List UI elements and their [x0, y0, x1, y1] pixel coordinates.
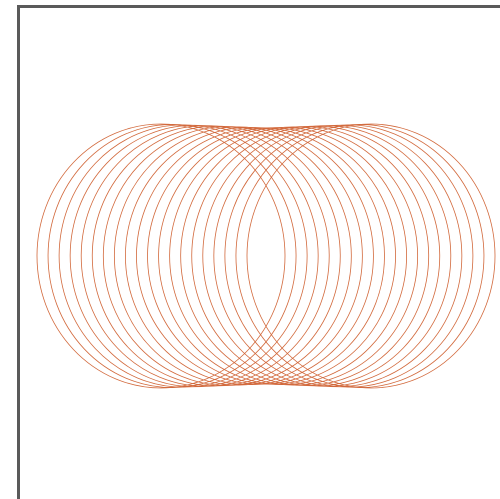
ellipse-ring-8 — [113, 126, 363, 386]
ellipse-ring-6 — [91, 125, 341, 387]
ellipse-ring-11 — [147, 127, 396, 385]
ellipse-ring-13 — [169, 126, 419, 386]
ellipse-ring-9 — [125, 126, 374, 386]
ellipse-ring-2 — [47, 124, 297, 388]
ellipse-ring-5 — [80, 125, 330, 387]
drawing-canvas — [17, 5, 500, 499]
ellipse-ring-12 — [158, 126, 407, 386]
ellipse-ring-1 — [36, 123, 286, 389]
ellipse-ring-4 — [69, 124, 319, 388]
ellipse-ring-3 — [58, 124, 308, 388]
ellipse-ring-19 — [235, 124, 485, 388]
ellipse-ring-18 — [224, 124, 474, 388]
ellipse-ring-17 — [213, 124, 463, 388]
ellipse-ring-10 — [136, 127, 385, 385]
ellipse-ring-7 — [102, 126, 352, 386]
ellipse-ring-20 — [246, 123, 496, 389]
ellipse-ring-16 — [202, 125, 452, 387]
